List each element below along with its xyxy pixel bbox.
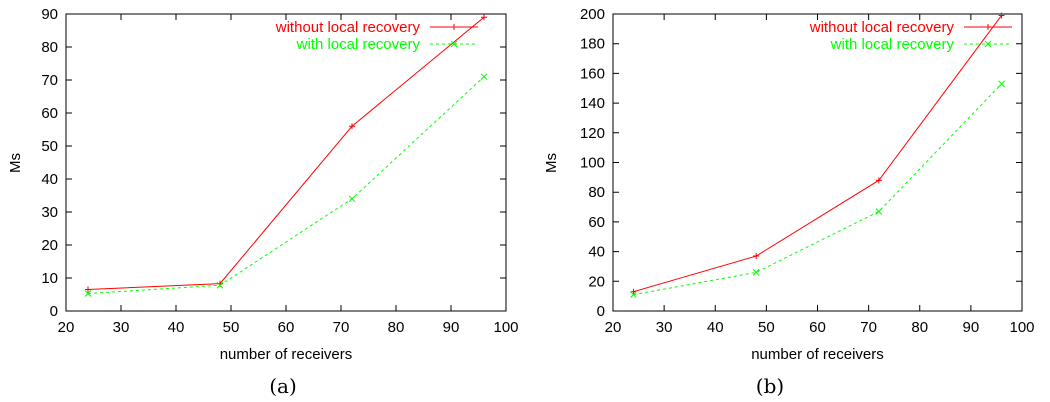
x-tick-label: 70 bbox=[333, 319, 350, 336]
y-tick-label: 70 bbox=[41, 72, 58, 89]
legend-marker bbox=[450, 40, 458, 48]
y-tick-label: 160 bbox=[580, 65, 605, 82]
series-line-without-local-recovery bbox=[87, 16, 485, 291]
x-tick-label: 60 bbox=[278, 319, 295, 336]
x-tick-label: 20 bbox=[58, 319, 75, 336]
legend-marker bbox=[985, 24, 991, 30]
y-axis-label: Ms bbox=[543, 153, 560, 173]
figure-caption: (a) bbox=[269, 374, 297, 398]
legend-label: without local recovery bbox=[809, 19, 955, 36]
data-point bbox=[349, 123, 355, 130]
data-point bbox=[998, 12, 1005, 19]
y-tick-label: 140 bbox=[580, 95, 605, 112]
legend-label: with local recovery bbox=[296, 36, 421, 53]
series-line-without-local-recovery bbox=[633, 15, 1002, 293]
x-tick-label: 100 bbox=[493, 319, 518, 336]
data-point bbox=[84, 290, 92, 297]
figure-caption: (b) bbox=[756, 374, 784, 398]
y-tick-label: 10 bbox=[41, 270, 58, 287]
x-tick-label: 40 bbox=[707, 319, 724, 336]
y-tick-label: 20 bbox=[41, 237, 58, 254]
x-tick-label: 90 bbox=[963, 319, 980, 336]
y-axis-label: Ms bbox=[7, 153, 24, 173]
data-point bbox=[216, 281, 224, 289]
x-tick-label: 100 bbox=[1009, 319, 1034, 336]
y-tick-label: 40 bbox=[41, 171, 58, 188]
series-line-with-local-recovery bbox=[633, 83, 1002, 296]
x-tick-label: 30 bbox=[656, 319, 673, 336]
y-tick-label: 200 bbox=[580, 6, 605, 23]
y-tick-label: 60 bbox=[41, 105, 58, 122]
y-tick-label: 100 bbox=[580, 155, 605, 172]
plot-frame bbox=[612, 13, 1023, 312]
y-tick-label: 40 bbox=[588, 244, 605, 261]
legend-marker bbox=[984, 40, 992, 48]
x-axis-label: number of receivers bbox=[751, 346, 884, 363]
data-point bbox=[480, 73, 488, 81]
data-point bbox=[85, 286, 91, 293]
x-tick-label: 30 bbox=[113, 319, 130, 336]
legend-marker bbox=[451, 24, 457, 30]
data-point bbox=[348, 195, 356, 203]
y-tick-label: 30 bbox=[41, 204, 58, 221]
y-tick-label: 120 bbox=[580, 125, 605, 142]
y-tick-label: 90 bbox=[41, 6, 58, 23]
data-point bbox=[630, 288, 637, 295]
data-point bbox=[630, 291, 637, 299]
x-tick-label: 40 bbox=[168, 319, 185, 336]
chart-a: 20 30 40 50 60 70 80 90 100 0 10 20 30 40 50 60 70 80 90 nu… bbox=[7, 6, 519, 398]
x-tick-label: 60 bbox=[809, 319, 826, 336]
y-tick-label: 50 bbox=[41, 138, 58, 155]
y-tick-label: 180 bbox=[580, 36, 605, 53]
data-point bbox=[875, 208, 883, 215]
data-point bbox=[752, 269, 760, 276]
y-tick-label: 0 bbox=[597, 303, 605, 320]
legend-label: without local recovery bbox=[275, 19, 421, 36]
series-line-with-local-recovery bbox=[87, 76, 485, 295]
x-tick-label: 90 bbox=[443, 319, 460, 336]
x-tick-label: 50 bbox=[223, 319, 240, 336]
x-tick-label: 70 bbox=[860, 319, 877, 336]
y-tick-label: 20 bbox=[588, 273, 605, 290]
chart-b: 20 30 40 50 60 70 80 90 100020406080100120140160… bbox=[543, 6, 1035, 398]
y-tick-label: 60 bbox=[588, 214, 605, 231]
x-tick-label: 80 bbox=[911, 319, 928, 336]
x-tick-label: 20 bbox=[605, 319, 622, 336]
y-tick-label: 80 bbox=[41, 39, 58, 56]
plot-frame bbox=[65, 13, 507, 312]
y-tick-label: 0 bbox=[50, 303, 58, 320]
x-tick-label: 50 bbox=[758, 319, 775, 336]
data-point bbox=[481, 14, 487, 21]
y-tick-label: 80 bbox=[588, 184, 605, 201]
data-point bbox=[998, 80, 1005, 88]
x-tick-label: 80 bbox=[388, 319, 405, 336]
data-point bbox=[753, 253, 760, 260]
x-axis-label: number of receivers bbox=[220, 346, 353, 363]
legend-label: with local recovery bbox=[830, 36, 955, 53]
data-point bbox=[875, 177, 882, 184]
